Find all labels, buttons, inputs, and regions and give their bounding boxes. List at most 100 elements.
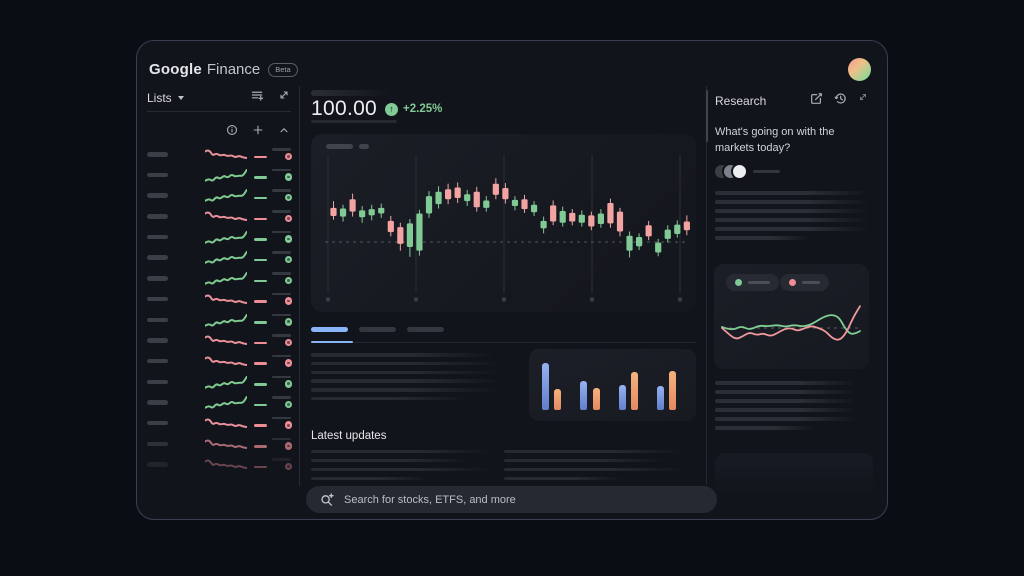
divider <box>705 86 708 484</box>
price-badge <box>254 230 292 245</box>
list-item[interactable] <box>147 144 292 165</box>
new-chat-icon[interactable] <box>810 92 823 105</box>
sparkline <box>205 396 247 409</box>
sparkline <box>205 231 247 244</box>
bar-orange <box>669 371 677 410</box>
lists-toolbar <box>147 124 291 137</box>
latest-updates-title: Latest updates <box>311 430 387 442</box>
bar-orange <box>592 387 600 410</box>
list-item[interactable] <box>147 392 292 413</box>
candlestick-chart-card <box>311 134 696 312</box>
ticker-skeleton <box>147 358 168 364</box>
search-bar[interactable]: Search for stocks, ETFS, and more <box>306 486 717 513</box>
brand-finance: Finance <box>206 61 261 78</box>
beta-badge: Beta <box>268 62 298 77</box>
list-item[interactable] <box>147 310 292 331</box>
price-badge <box>254 395 292 410</box>
sparkline <box>205 251 247 264</box>
candlestick-chart <box>325 155 690 302</box>
legend-green[interactable] <box>726 274 779 291</box>
list-item[interactable] <box>147 434 292 455</box>
collapse-icon[interactable] <box>278 124 291 137</box>
price-badge <box>254 168 292 183</box>
expand-icon[interactable] <box>278 89 291 102</box>
lists-dropdown[interactable]: Lists <box>147 91 184 105</box>
list-item[interactable] <box>147 185 292 206</box>
price-badge <box>254 375 292 390</box>
ticker-skeleton <box>147 317 168 322</box>
sparkline <box>205 189 247 202</box>
bar-blue <box>580 381 588 410</box>
info-icon[interactable] <box>226 124 239 137</box>
sparkline <box>205 355 247 368</box>
bar-blue <box>542 363 549 410</box>
faded-card <box>715 453 873 499</box>
ticker-skeleton <box>147 338 168 343</box>
price-badge <box>254 416 292 431</box>
search-ai-icon <box>321 492 334 506</box>
update-skeleton <box>504 450 684 486</box>
price-badge <box>254 292 292 307</box>
add-list-icon[interactable] <box>251 89 264 102</box>
divider <box>299 86 300 486</box>
price-badge <box>254 313 292 328</box>
bar-blue <box>618 384 626 410</box>
brand-logo: Google Finance Beta <box>149 61 298 78</box>
sparkline <box>205 376 247 389</box>
ticker-skeleton <box>311 90 391 96</box>
divider <box>147 111 291 112</box>
chart-range-tabs <box>311 327 444 332</box>
ticker-skeleton <box>147 214 168 219</box>
tab-active[interactable] <box>311 327 348 332</box>
sparkline <box>205 334 247 347</box>
scrollbar-thumb[interactable] <box>705 90 708 142</box>
tab[interactable] <box>359 327 396 332</box>
change-percent: +2.25% <box>403 103 443 115</box>
ticker-skeleton <box>147 234 168 240</box>
bar-chart-card <box>529 349 696 421</box>
list-item[interactable] <box>147 247 292 268</box>
search-placeholder: Search for stocks, ETFS, and more <box>344 493 516 506</box>
avatar[interactable] <box>848 58 871 81</box>
list-item[interactable] <box>147 413 292 434</box>
ticker-skeleton <box>147 400 168 405</box>
tab[interactable] <box>407 327 444 332</box>
list-item[interactable] <box>147 206 292 227</box>
price-badge <box>254 457 292 472</box>
expand-icon[interactable] <box>858 92 871 105</box>
summary-skeleton <box>311 353 503 406</box>
list-item[interactable] <box>147 268 292 289</box>
price-badge <box>254 209 292 224</box>
chart-control-skeleton[interactable] <box>326 144 353 149</box>
ticker-skeleton <box>147 152 168 157</box>
lists-label: Lists <box>147 91 172 105</box>
list-item[interactable] <box>147 165 292 186</box>
list-item[interactable] <box>147 351 292 372</box>
list-item[interactable] <box>147 289 292 310</box>
sparkline <box>205 272 247 285</box>
sparkline <box>205 148 247 161</box>
list-item[interactable] <box>147 454 292 475</box>
bar-orange <box>554 389 562 410</box>
bar-orange <box>630 372 638 410</box>
sparkline <box>205 438 247 451</box>
legend-pink[interactable] <box>780 274 829 291</box>
line-chart <box>721 305 862 341</box>
list-item[interactable] <box>147 227 292 248</box>
price-badge <box>254 188 292 203</box>
chart-control-skeleton[interactable] <box>359 144 369 149</box>
research-text-skeleton <box>715 381 857 436</box>
research-title: Research <box>715 94 767 108</box>
change-chip: ↑ +2.25% <box>385 102 443 116</box>
price-badge <box>254 437 292 452</box>
app-window: Google Finance Beta Lists <box>136 40 888 520</box>
history-icon[interactable] <box>834 92 847 105</box>
chevron-down-icon <box>177 96 184 100</box>
list-item[interactable] <box>147 330 292 351</box>
sparkline <box>205 314 247 327</box>
add-icon[interactable] <box>252 124 265 137</box>
subtitle-skeleton <box>311 120 397 123</box>
active-tab-underline <box>311 341 353 343</box>
list-item[interactable] <box>147 372 292 393</box>
sparkline <box>205 417 247 430</box>
